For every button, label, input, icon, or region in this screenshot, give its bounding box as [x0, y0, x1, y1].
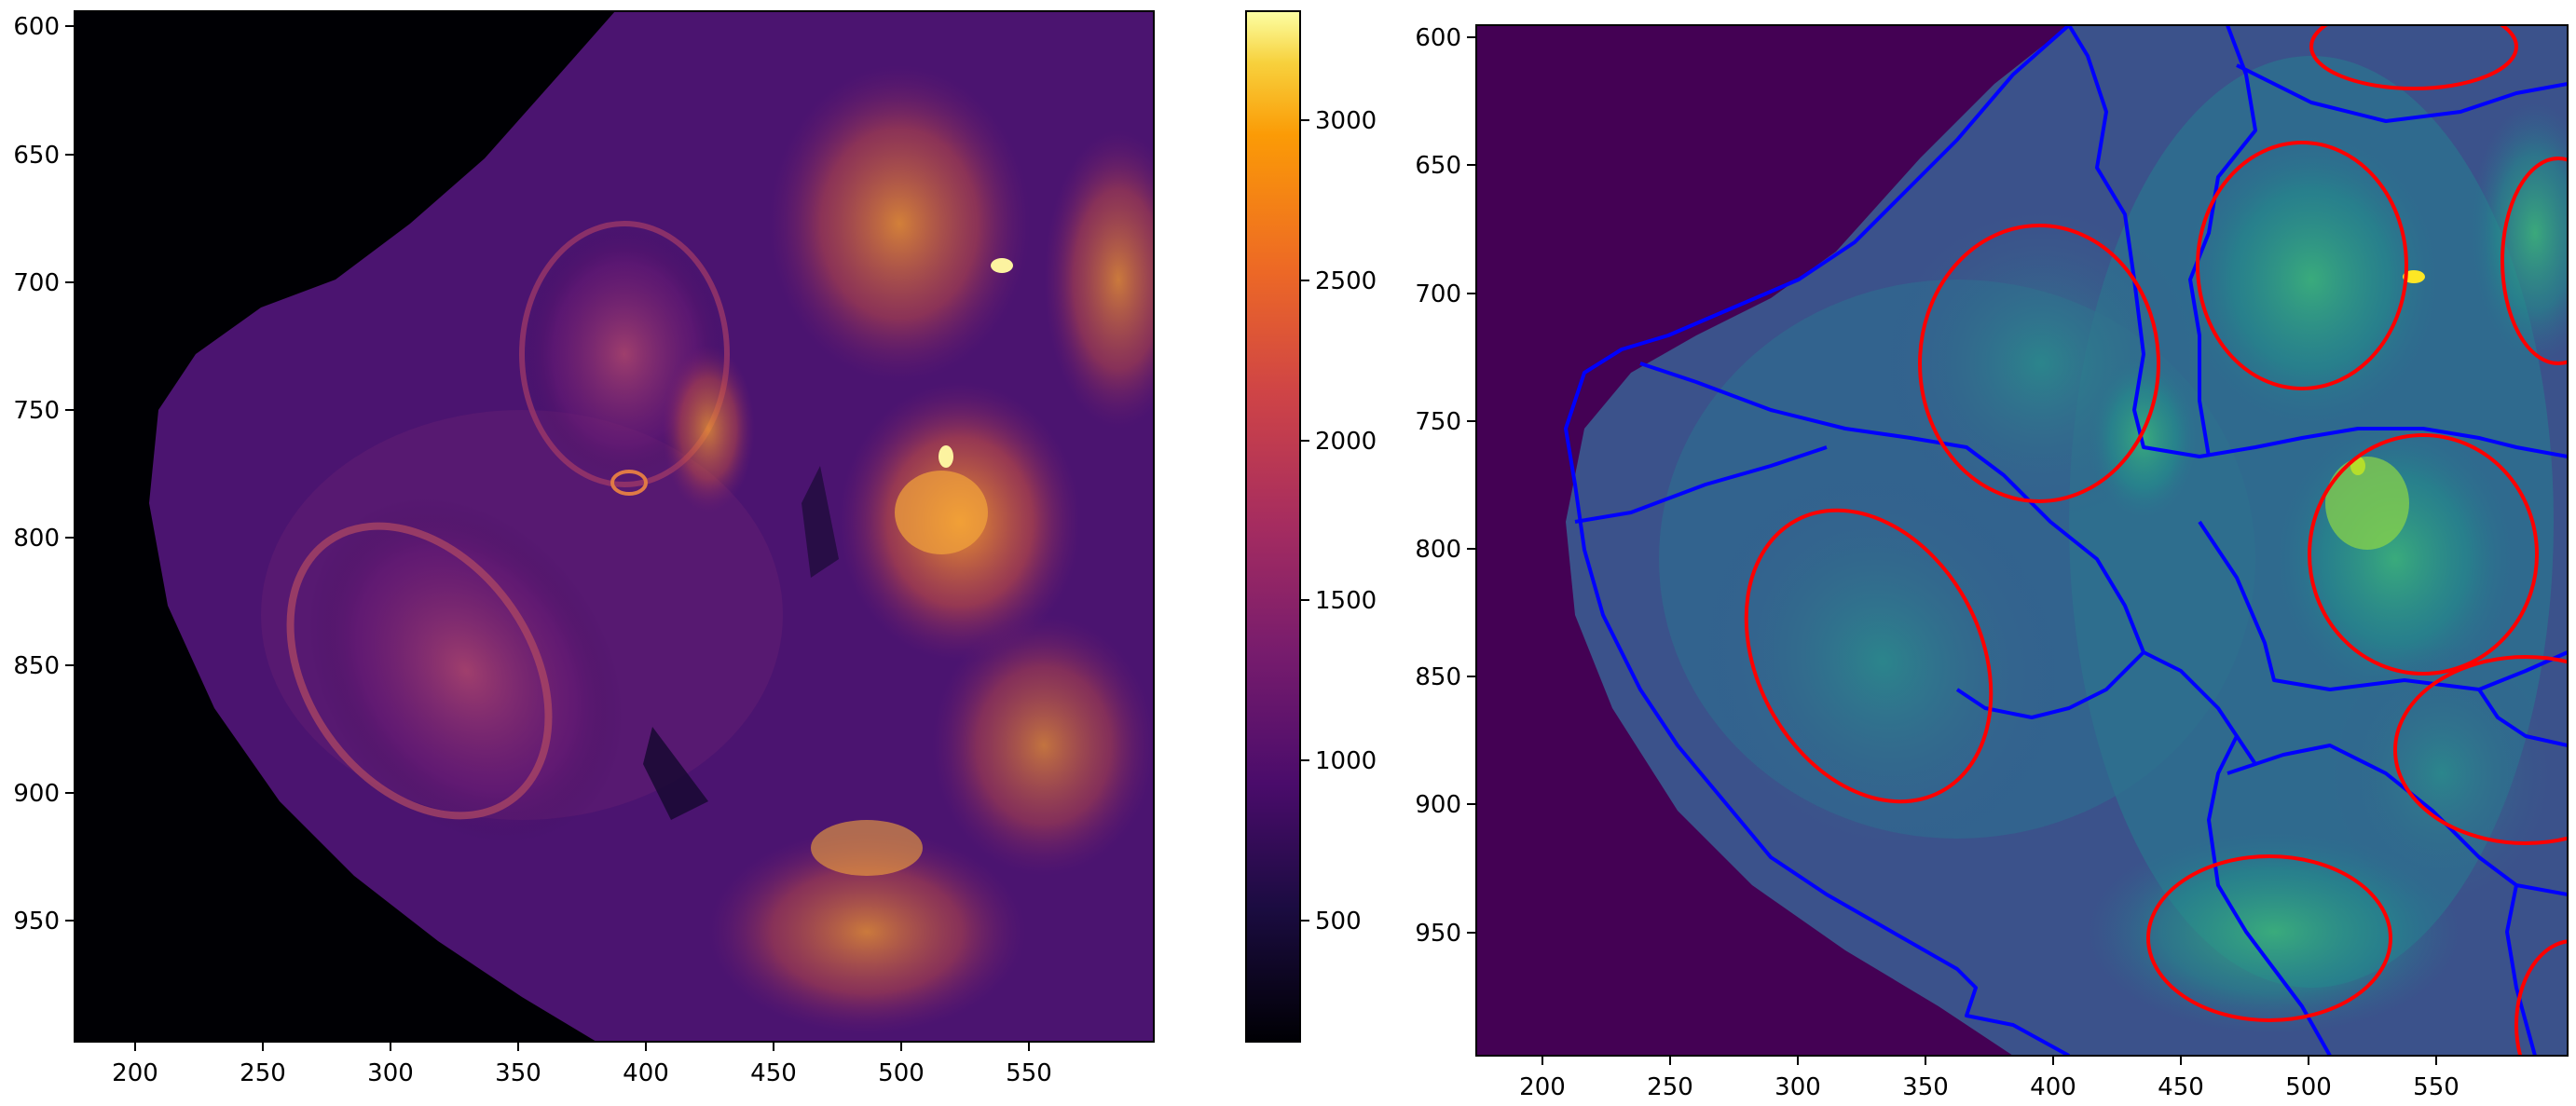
right-x-tick-label: 300 — [1774, 1073, 1821, 1101]
left-y-tick-label: 850 — [13, 652, 60, 680]
left-y-tick-label: 650 — [13, 142, 60, 170]
left-x-tick-label: 350 — [495, 1059, 541, 1087]
right-y-tick-label: 950 — [1415, 920, 1461, 948]
right-y-tick-label: 600 — [1415, 24, 1461, 52]
right-y-axis: 600 650 700 750 800 850 900 950 — [1415, 24, 1476, 948]
colorbar: 500 1000 1500 2000 2500 3000 — [1245, 10, 1377, 1043]
nucleus-outline — [1744, 508, 1994, 804]
colorbar-tick-label: 1500 — [1315, 587, 1377, 615]
nucleus-outline — [2196, 141, 2408, 390]
left-y-axis: 600 650 700 750 800 850 900 950 — [13, 13, 75, 935]
left-image-panel — [74, 10, 1155, 1043]
left-y-tick-label: 800 — [13, 525, 60, 553]
colorbar-tick-label: 500 — [1315, 908, 1362, 935]
right-x-tick-label: 200 — [1519, 1073, 1566, 1101]
right-x-tick-label: 550 — [2413, 1073, 2460, 1101]
left-y-tick-label: 750 — [13, 397, 60, 425]
right-y-tick-label: 850 — [1415, 663, 1461, 691]
left-y-tick-label: 900 — [13, 780, 60, 808]
nucleus-outline — [2309, 25, 2518, 90]
left-x-tick-label: 400 — [623, 1059, 669, 1087]
left-x-tick-label: 250 — [240, 1059, 286, 1087]
right-image-panel — [1475, 24, 2569, 1057]
nucleus-outline — [2393, 655, 2568, 845]
left-x-tick-label: 200 — [112, 1059, 158, 1087]
right-x-tick-label: 450 — [2158, 1073, 2204, 1101]
right-y-tick-label: 650 — [1415, 152, 1461, 180]
left-x-axis: 200 250 300 350 400 450 500 550 — [112, 1042, 1052, 1087]
right-y-tick-label: 800 — [1415, 536, 1461, 564]
right-x-tick-label: 250 — [1647, 1073, 1693, 1101]
nucleus-outline — [2501, 157, 2568, 365]
cell-boundary-overlay — [1564, 25, 2568, 1056]
right-x-tick-label: 350 — [1902, 1073, 1949, 1101]
nucleus-outline — [2514, 939, 2568, 1056]
left-x-tick-label: 450 — [750, 1059, 797, 1087]
right-y-tick-label: 700 — [1415, 280, 1461, 308]
colorbar-tick-label: 2000 — [1315, 428, 1377, 456]
colorbar-tick-label: 1000 — [1315, 747, 1377, 775]
right-y-tick-label: 900 — [1415, 791, 1461, 819]
colorbar-tick-label: 2500 — [1315, 267, 1377, 295]
right-x-tick-label: 500 — [2285, 1073, 2332, 1101]
left-y-tick-label: 700 — [13, 269, 60, 297]
nucleus-outline — [2308, 433, 2539, 676]
right-y-tick-label: 750 — [1415, 408, 1461, 436]
left-y-tick-label: 600 — [13, 13, 60, 41]
left-x-tick-label: 550 — [1006, 1059, 1052, 1087]
nucleus-boundary-overlay — [1744, 25, 2568, 1056]
right-x-axis: 200 250 300 350 400 450 500 550 — [1519, 1056, 2460, 1101]
right-x-tick-label: 400 — [2030, 1073, 2076, 1101]
colorbar-tick-label: 3000 — [1315, 107, 1377, 135]
left-y-tick-label: 950 — [13, 908, 60, 935]
nucleus-outline — [2146, 854, 2392, 1022]
nucleus-outline — [1918, 224, 2160, 503]
left-x-tick-label: 500 — [878, 1059, 925, 1087]
left-x-tick-label: 300 — [367, 1059, 414, 1087]
